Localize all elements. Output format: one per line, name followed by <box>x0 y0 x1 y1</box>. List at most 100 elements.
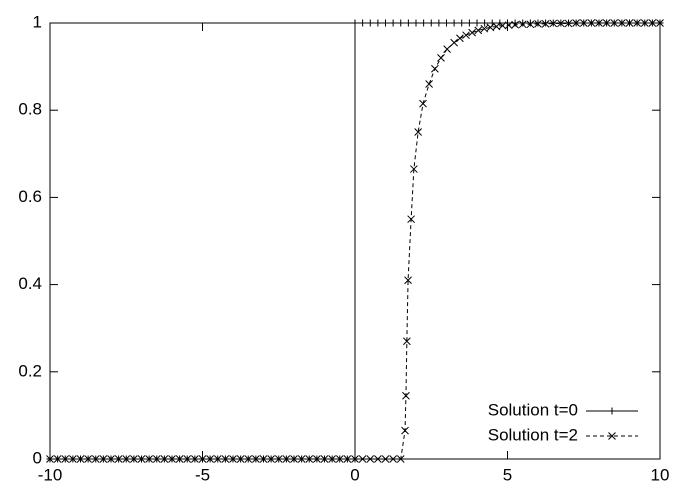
marker <box>343 455 352 463</box>
marker <box>412 19 420 27</box>
legend-marker <box>608 432 616 440</box>
marker <box>407 215 415 224</box>
marker <box>579 19 588 27</box>
marker <box>183 455 192 463</box>
marker <box>511 20 519 29</box>
marker <box>259 455 268 463</box>
marker <box>274 455 283 463</box>
marker <box>267 455 275 463</box>
x-tick-label: 10 <box>651 465 670 484</box>
marker <box>53 455 62 463</box>
marker <box>366 455 375 463</box>
marker <box>290 455 298 463</box>
marker <box>564 19 573 28</box>
marker <box>414 128 422 136</box>
marker <box>498 21 507 30</box>
marker <box>419 99 427 108</box>
marker <box>397 19 405 27</box>
marker <box>610 19 619 27</box>
y-tick-label: 0.6 <box>18 187 42 206</box>
marker <box>305 455 314 463</box>
marker <box>175 455 184 463</box>
marker <box>404 19 412 27</box>
marker <box>107 455 115 463</box>
marker <box>122 455 131 463</box>
marker <box>402 391 410 400</box>
marker <box>328 455 336 463</box>
marker <box>618 19 626 27</box>
marker <box>587 19 596 27</box>
marker <box>374 19 382 27</box>
marker <box>221 455 230 463</box>
marker <box>99 455 108 463</box>
marker <box>542 19 550 27</box>
marker <box>443 19 450 27</box>
marker <box>160 455 169 463</box>
marker <box>602 19 611 27</box>
y-tick-label: 0 <box>33 448 42 467</box>
legend-label: Solution t=2 <box>488 425 578 444</box>
marker <box>351 455 359 463</box>
marker <box>84 455 92 463</box>
marker <box>402 337 411 346</box>
x-tick-label: 0 <box>350 465 359 484</box>
legend-label: Solution t=0 <box>488 400 578 419</box>
marker <box>595 19 603 27</box>
marker <box>91 455 100 463</box>
marker <box>389 19 397 27</box>
marker <box>465 19 473 27</box>
marker <box>458 19 466 27</box>
marker <box>76 455 85 463</box>
marker <box>450 38 458 47</box>
marker <box>443 45 451 54</box>
marker <box>152 455 161 463</box>
marker <box>244 455 253 463</box>
marker <box>366 19 374 27</box>
marker <box>382 19 389 27</box>
marker <box>206 455 214 463</box>
y-tick-label: 1 <box>33 12 42 31</box>
marker <box>656 19 664 27</box>
marker <box>381 455 390 463</box>
x-tick-label: -5 <box>195 465 210 484</box>
marker <box>236 455 245 463</box>
marker <box>282 455 291 463</box>
marker <box>519 19 527 27</box>
marker <box>335 455 344 463</box>
marker <box>198 455 207 463</box>
marker <box>557 19 565 28</box>
marker <box>572 19 580 27</box>
marker <box>633 19 641 27</box>
marker <box>420 19 428 27</box>
marker <box>425 80 433 88</box>
marker <box>229 455 237 463</box>
marker <box>46 455 54 463</box>
marker <box>427 19 435 27</box>
marker <box>401 426 409 435</box>
marker <box>358 455 367 463</box>
legend-marker <box>608 407 616 415</box>
marker <box>549 19 558 28</box>
x-tick-label: -10 <box>38 465 63 484</box>
marker <box>504 21 513 30</box>
marker <box>462 31 470 40</box>
marker <box>252 455 260 463</box>
marker <box>137 455 146 463</box>
marker <box>481 19 489 27</box>
marker <box>410 165 418 173</box>
y-tick-label: 0.4 <box>18 274 42 293</box>
marker <box>526 20 535 29</box>
series-line <box>50 22 660 460</box>
marker <box>435 19 443 27</box>
marker <box>374 455 382 463</box>
marker <box>468 28 476 37</box>
marker <box>168 455 176 463</box>
marker <box>320 455 329 463</box>
marker <box>534 19 542 27</box>
marker <box>61 455 70 463</box>
marker <box>114 455 123 463</box>
marker <box>431 64 439 73</box>
marker <box>389 455 397 463</box>
x-tick-label: 5 <box>503 465 512 484</box>
